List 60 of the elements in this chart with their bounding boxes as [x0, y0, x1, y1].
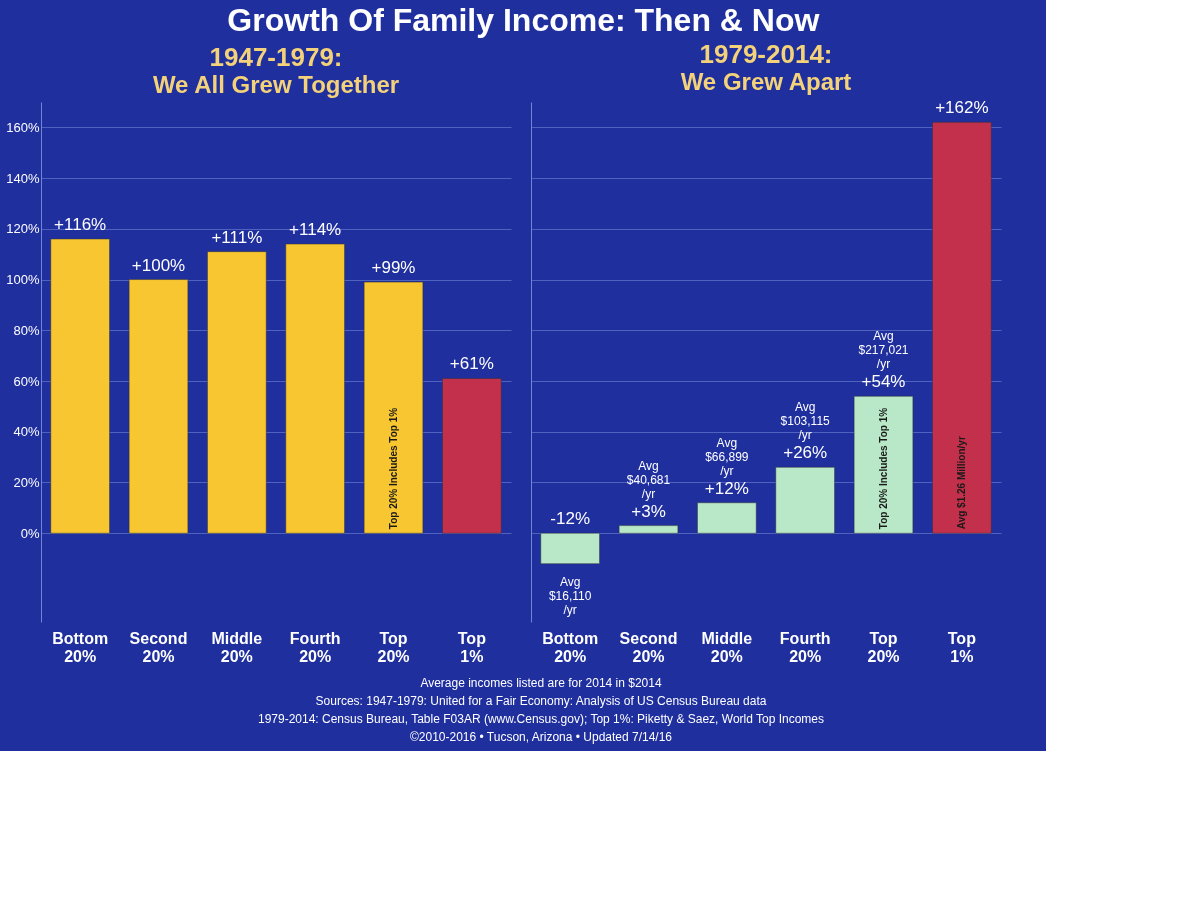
y-tick-label: 100%	[6, 272, 40, 288]
annotation: Avg $217,021 /yr	[858, 329, 909, 372]
y-tick-label: 80%	[13, 322, 40, 338]
y-tick-label: 20%	[13, 474, 40, 490]
y-tick-label: 60%	[13, 373, 40, 389]
data-label: +162%	[935, 98, 989, 118]
text: Average incomes listed are for 2014 in $2014	[420, 676, 662, 690]
chart-subtitle: 1979-2014: We Grew Apart	[680, 39, 852, 96]
y-tick-label: 140%	[6, 170, 40, 186]
text: ©2010-2016 • Tucson, Arizona • Updated 7/14/16	[409, 730, 673, 744]
annotation: Avg $16,110 /yr	[548, 574, 592, 617]
data-label: +99%	[371, 258, 416, 278]
bar	[207, 251, 267, 534]
x-tick-label: Bottom 20%	[52, 629, 109, 665]
x-tick-label: Second 20%	[129, 629, 188, 665]
data-label: +111%	[211, 227, 263, 247]
bar	[285, 243, 345, 534]
bar	[50, 238, 110, 534]
bar	[363, 281, 424, 534]
bar	[128, 279, 189, 534]
data-label: +26%	[783, 443, 828, 463]
y-tick-label: 160%	[6, 119, 40, 135]
x-tick-label: Top 20%	[867, 629, 900, 665]
x-tick-label: Second 20%	[619, 629, 678, 665]
x-tick-label: Middle 20%	[211, 629, 263, 665]
annotation: Avg $66,899 /yr	[705, 435, 749, 478]
x-tick-label: Top 1%	[457, 629, 487, 665]
annotation: Avg $103,115 /yr	[780, 400, 831, 443]
bar	[775, 467, 835, 534]
annotation: Top 20% Includes Top 1%	[877, 407, 889, 530]
data-label: -12%	[550, 509, 591, 529]
data-label: +3%	[631, 501, 666, 521]
x-tick-label: Bottom 20%	[542, 629, 599, 665]
bar	[697, 502, 757, 534]
data-label: +61%	[449, 354, 494, 374]
bar	[442, 378, 502, 534]
chart-title: Growth Of Family Income: Then & Now	[227, 2, 820, 39]
data-label: +12%	[704, 478, 749, 498]
bar	[932, 122, 992, 534]
data-label: +114%	[289, 220, 342, 240]
chart-subtitle: 1947-1979: We All Grew Together	[152, 42, 400, 98]
annotation: Top 20% Includes Top 1%	[387, 407, 399, 530]
x-tick-label: Top 20%	[377, 629, 410, 665]
x-tick-label: Fourth 20%	[289, 629, 341, 665]
source-note: Sources: 1947-1979: United for a Fair Economy: Analysis of US Census Bureau data	[315, 694, 767, 708]
data-label: +116%	[54, 214, 107, 234]
x-tick-label: Middle 20%	[701, 629, 753, 665]
bar	[618, 525, 679, 534]
x-tick-label: Top 1%	[947, 629, 977, 665]
data-label: +54%	[861, 372, 906, 392]
annotation: Avg $40,681 /yr	[626, 458, 671, 501]
annotation: Avg $1.26 Million/yr	[955, 436, 967, 530]
bar	[853, 395, 914, 534]
bar	[540, 532, 600, 564]
x-tick-label: Fourth 20%	[779, 629, 831, 665]
text: 1979-2014: Census Bureau, Table F03AR (www.Census.gov); Top 1%: Piketty & Saez, World Top Incomes	[257, 712, 825, 726]
y-tick-label: 40%	[13, 424, 40, 440]
y-tick-label: 0%	[20, 525, 40, 541]
y-tick-label: 120%	[6, 221, 40, 237]
data-label: +100%	[131, 255, 186, 275]
